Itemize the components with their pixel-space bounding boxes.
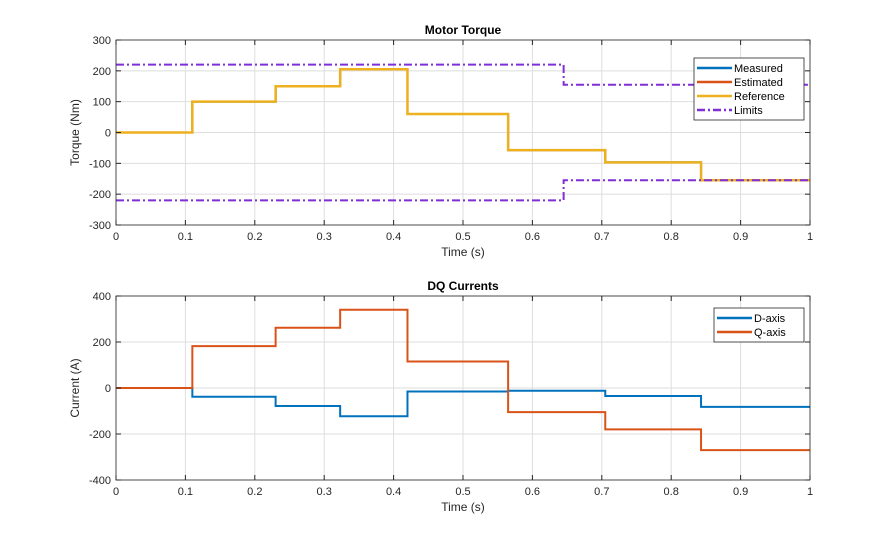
- x-tick-label: 0.8: [664, 231, 679, 243]
- x-tick-label: 0.7: [594, 486, 609, 498]
- x-tick-label: 0.5: [455, 231, 470, 243]
- legend: D-axis Q-axis: [713, 307, 805, 343]
- x-tick-label: 0: [113, 486, 119, 498]
- x-tick-label: 0.7: [594, 231, 609, 243]
- y-axis-label: Torque (Nm): [68, 99, 82, 166]
- legend-entry: Limits: [734, 105, 763, 117]
- y-axis-label: Current (A): [68, 358, 82, 417]
- y-tick-label: 0: [105, 128, 111, 140]
- legend-entry: Estimated: [734, 77, 783, 89]
- x-tick-label: 0.6: [525, 231, 540, 243]
- series-d-axis: [116, 387, 810, 418]
- x-tick-label: 1: [807, 231, 813, 243]
- legend-entry: Reference: [734, 91, 785, 103]
- legend-box: [713, 307, 805, 343]
- y-tick-label: -100: [89, 158, 111, 170]
- legend: Measured Estimated Reference Limits: [693, 57, 805, 121]
- chart-title: Motor Torque: [425, 23, 502, 37]
- x-tick-label: 0.4: [386, 486, 401, 498]
- legend-entry: Measured: [734, 63, 783, 75]
- axes-0: 0 0.1 0.2 0.3 0.4 0.5 0.6 0.7 0.8 0.9 1 -300 -200 -10…: [68, 23, 813, 259]
- x-tick-label: 0.9: [733, 231, 748, 243]
- y-tick-label: -200: [89, 189, 111, 201]
- legend-entry: Q-axis: [754, 327, 786, 339]
- y-tick-label: -400: [89, 475, 111, 487]
- x-tick-label: 0.3: [317, 486, 332, 498]
- x-tick-label: 1: [807, 486, 813, 498]
- x-tick-label: 0.1: [178, 231, 193, 243]
- x-axis-label: Time (s): [441, 500, 485, 514]
- y-tick-label: 100: [93, 97, 111, 109]
- x-tick-label: 0.4: [386, 231, 401, 243]
- x-tick-label: 0: [113, 231, 119, 243]
- x-tick-label: 0.8: [664, 486, 679, 498]
- x-tick-label: 0.5: [455, 486, 470, 498]
- x-tick-label: 0.2: [247, 486, 262, 498]
- y-tick-label: 0: [105, 383, 111, 395]
- x-tick-label: 0.3: [317, 231, 332, 243]
- y-tick-label: 200: [93, 337, 111, 349]
- series-reference: [116, 68, 810, 182]
- x-tick-label: 0.6: [525, 486, 540, 498]
- x-tick-label: 0.9: [733, 486, 748, 498]
- y-tick-label: 300: [93, 35, 111, 47]
- chart-title: DQ Currents: [427, 279, 499, 293]
- y-tick-label: 200: [93, 66, 111, 78]
- x-axis-label: Time (s): [441, 245, 485, 259]
- y-tick-label: -200: [89, 429, 111, 441]
- y-tick-label: 400: [93, 291, 111, 303]
- x-tick-label: 0.2: [247, 231, 262, 243]
- series-q-axis: [116, 308, 810, 452]
- y-tick-label: -300: [89, 220, 111, 232]
- x-tick-label: 0.1: [178, 486, 193, 498]
- legend-entry: D-axis: [754, 313, 786, 325]
- axes-1: 0 0.1 0.2 0.3 0.4 0.5 0.6 0.7 0.8 0.9 1 -400 -200 0 20…: [68, 279, 813, 514]
